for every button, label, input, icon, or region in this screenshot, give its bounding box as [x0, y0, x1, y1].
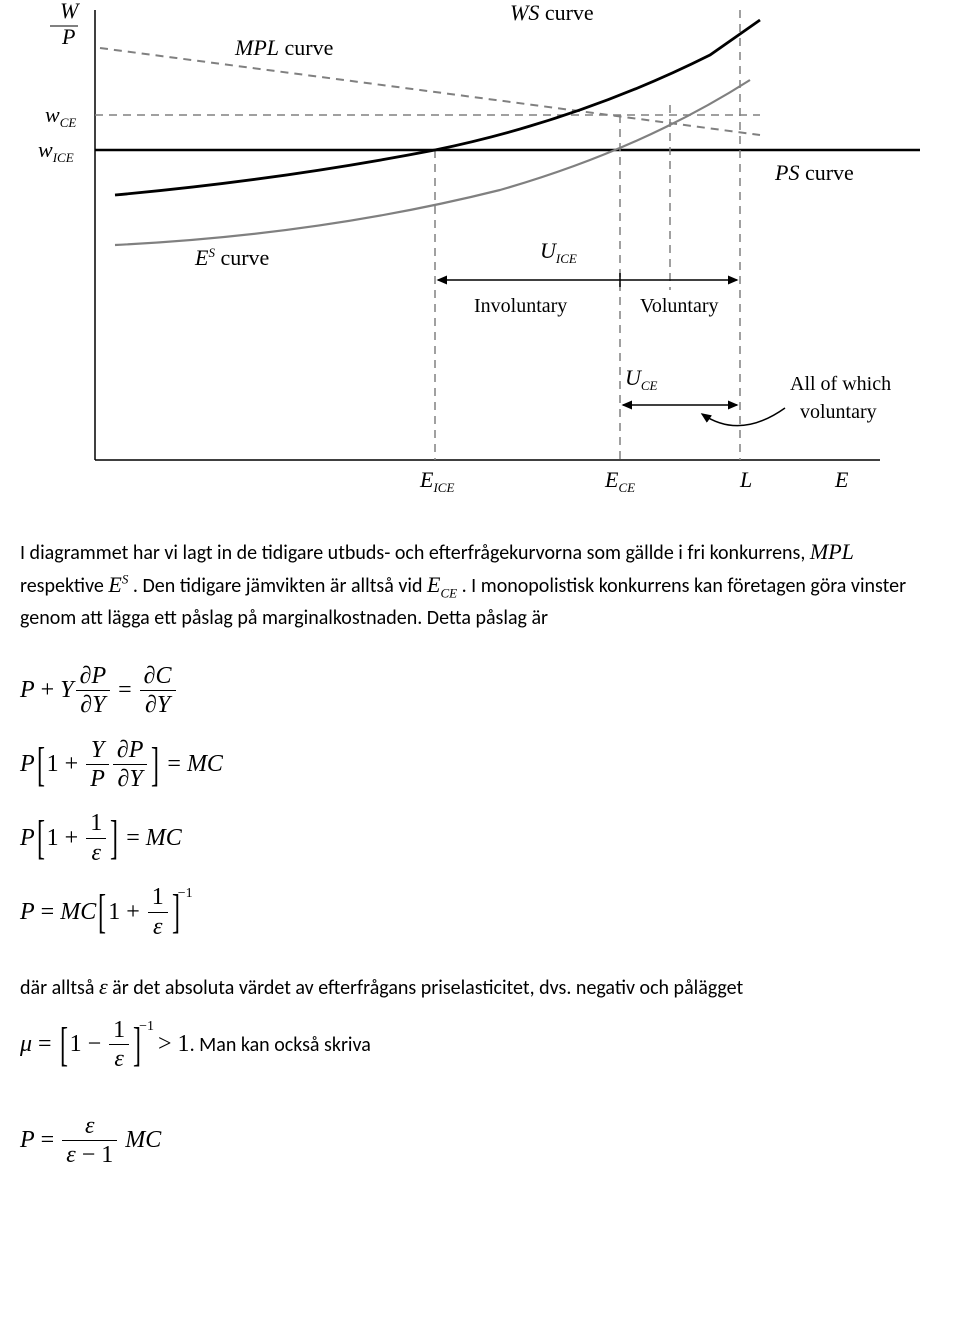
eq-mu: μ = [ 1 − 1ε ]−1 > 1 . Man kan också skr… [20, 1017, 940, 1073]
eq-line-1: P + Y ∂P∂Y = ∂C∂Y [20, 663, 940, 719]
math-es: ES [108, 572, 128, 597]
svg-text:UCE: UCE [625, 365, 658, 393]
svg-text:E: E [834, 467, 849, 492]
svg-text:WS curve: WS curve [510, 0, 594, 25]
text: respektive [20, 574, 108, 598]
math-ece: ECE [427, 572, 457, 597]
text: . Den tidigare jämvikten är alltså vid [133, 574, 427, 598]
labor-market-diagram: WPwCE wICE EICE ECE L E MPL curve WS curve PS cu… [20, 0, 940, 505]
paragraph-2: där alltså ε är det absoluta värdet av e… [20, 970, 940, 1003]
equation-block-1: P + Y ∂P∂Y = ∂C∂Y P [ 1 + YP ∂P∂Y ] = MC… [20, 663, 940, 940]
svg-text:Voluntary: Voluntary [640, 295, 719, 317]
svg-text:PS curve: PS curve [774, 160, 854, 185]
eq-line-2: P [ 1 + YP ∂P∂Y ] = MC [20, 737, 940, 793]
svg-text:ES curve: ES curve [194, 245, 269, 270]
math-eps: ε [99, 974, 108, 999]
svg-text:Involuntary: Involuntary [474, 295, 567, 317]
eq-line-5: P = εε − 1 MC [20, 1113, 940, 1169]
svg-text:MPL curve: MPL curve [234, 35, 333, 60]
gt1: > 1 [158, 1031, 190, 1058]
svg-text:UICE: UICE [540, 238, 577, 266]
text: där alltså [20, 976, 99, 1000]
svg-text:voluntary: voluntary [800, 401, 877, 423]
svg-text:L: L [739, 467, 752, 492]
svg-text:ECE: ECE [604, 467, 635, 495]
paragraph-1: I diagrammet har vi lagt in de tidigare … [20, 535, 940, 633]
svg-text:EICE: EICE [419, 467, 454, 495]
math-mpl: MPL [810, 539, 854, 564]
eq-line-3: P [ 1 + 1ε ] = MC [20, 810, 940, 866]
text: . Man kan också skriva [190, 1033, 371, 1057]
svg-text:wCE: wCE [45, 102, 76, 130]
equation-block-2: P = εε − 1 MC [20, 1113, 940, 1169]
eq-line-4: P = MC [ 1 + 1ε ]−1 [20, 884, 940, 940]
svg-text:wICE: wICE [38, 137, 74, 165]
svg-text:P: P [61, 24, 75, 49]
text: I diagrammet har vi lagt in de tidigare … [20, 541, 810, 565]
svg-text:All of which: All of which [790, 373, 891, 395]
svg-text:W: W [60, 0, 80, 23]
text: är det absoluta värdet av efterfrågans p… [112, 976, 743, 1000]
